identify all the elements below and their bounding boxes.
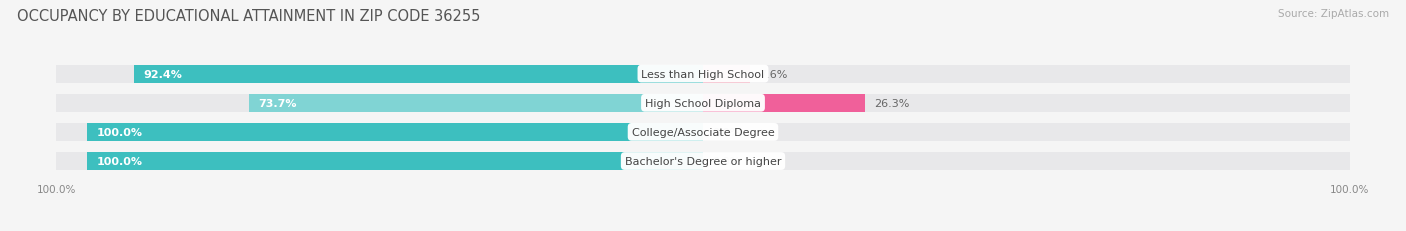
- Bar: [87, 152, 703, 170]
- Bar: [249, 94, 703, 112]
- Text: Less than High School: Less than High School: [641, 69, 765, 79]
- Text: 0.0%: 0.0%: [713, 156, 741, 166]
- Text: College/Associate Degree: College/Associate Degree: [631, 127, 775, 137]
- Bar: [134, 65, 703, 83]
- Bar: [703, 65, 749, 83]
- Text: Bachelor's Degree or higher: Bachelor's Degree or higher: [624, 156, 782, 166]
- Bar: [87, 123, 703, 141]
- Text: High School Diploma: High School Diploma: [645, 98, 761, 108]
- Bar: [56, 152, 1350, 170]
- Text: 100.0%: 100.0%: [96, 156, 142, 166]
- Text: 73.7%: 73.7%: [259, 98, 297, 108]
- Text: 100.0%: 100.0%: [96, 127, 142, 137]
- Text: 92.4%: 92.4%: [143, 69, 181, 79]
- Text: Source: ZipAtlas.com: Source: ZipAtlas.com: [1278, 9, 1389, 19]
- Text: OCCUPANCY BY EDUCATIONAL ATTAINMENT IN ZIP CODE 36255: OCCUPANCY BY EDUCATIONAL ATTAINMENT IN Z…: [17, 9, 481, 24]
- Bar: [56, 94, 1350, 112]
- Bar: [56, 123, 1350, 141]
- Bar: [703, 94, 865, 112]
- Text: 0.0%: 0.0%: [713, 127, 741, 137]
- Text: 7.6%: 7.6%: [759, 69, 787, 79]
- Bar: [56, 65, 1350, 83]
- Text: 26.3%: 26.3%: [875, 98, 910, 108]
